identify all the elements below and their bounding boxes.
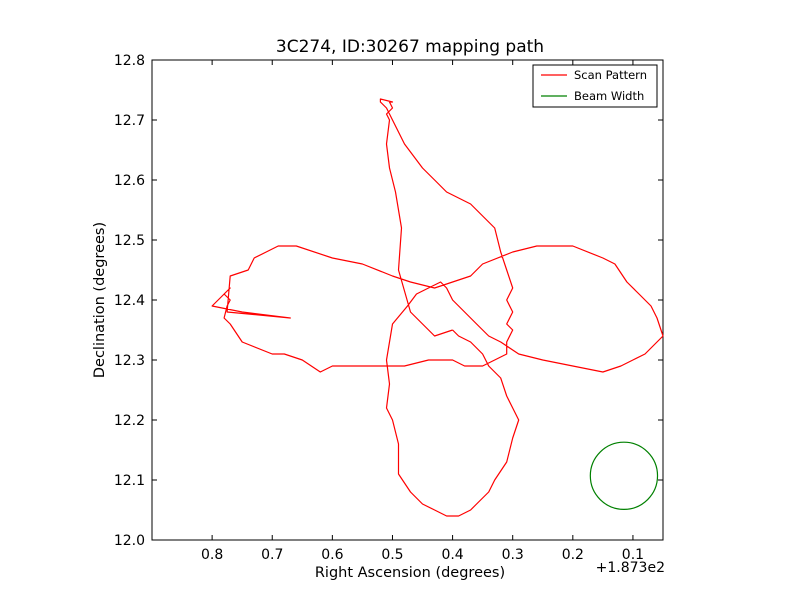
x-tick-label: 0.3 — [502, 547, 524, 563]
y-tick-label: 12.6 — [114, 173, 145, 189]
scan-pattern-line — [211, 98, 664, 517]
y-tick-label: 12.0 — [114, 533, 145, 549]
y-tick-label: 12.2 — [114, 413, 145, 429]
y-tick-label: 12.5 — [114, 233, 145, 249]
x-tick-label: 0.6 — [321, 547, 343, 563]
x-tick-label: 0.8 — [201, 547, 223, 563]
x-axis-title: Right Ascension (degrees) — [315, 565, 505, 581]
legend: Scan Pattern Beam Width — [532, 64, 658, 108]
beam-width-circle — [589, 441, 659, 510]
legend-box — [532, 64, 658, 108]
y-axis-title: Declination (degrees) — [92, 222, 108, 378]
plot-content — [211, 98, 664, 517]
chart-title: 3C274, ID:30267 mapping path — [276, 37, 544, 57]
x-tick-label: 0.2 — [562, 547, 584, 563]
x-tick-label: 0.4 — [441, 547, 463, 563]
x-tick-label: 0.1 — [622, 547, 644, 563]
y-tick-label: 12.7 — [114, 113, 145, 129]
x-tick-label: 0.7 — [261, 547, 283, 563]
y-tick-label: 12.4 — [114, 293, 145, 309]
legend-label-scan: Scan Pattern — [574, 68, 647, 82]
legend-label-beam: Beam Width — [574, 89, 644, 103]
y-tick-label: 12.3 — [114, 353, 145, 369]
y-tick-label: 12.1 — [114, 473, 145, 489]
x-tick-label: 0.5 — [381, 547, 403, 563]
x-offset-label: +1.873e2 — [596, 560, 665, 576]
y-tick-label: 12.8 — [114, 53, 145, 69]
